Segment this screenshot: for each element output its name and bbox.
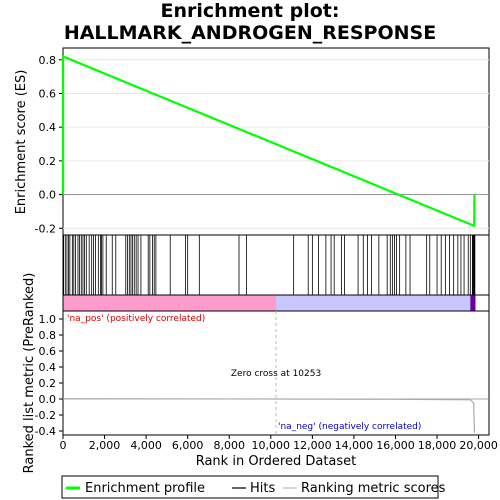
ranking-metric-line: [62, 398, 476, 433]
x-tick-label: 18,000: [418, 439, 457, 452]
x-tick-label: 20,000: [459, 439, 498, 452]
es-y-tick-label: 0.6: [39, 87, 57, 100]
metric-y-tick-label: -0.4: [35, 425, 56, 438]
metric-plot: [62, 398, 489, 433]
metric-y-tick-label: -0.2: [35, 409, 56, 422]
x-tick-label: 12,000: [293, 439, 332, 452]
metric-y-ticks: -0.4 -0.2 0.0 0.2 0.4 0.6 0.8 1.0: [35, 313, 63, 438]
positive-band: [63, 295, 277, 311]
metric-y-tick-label: 1.0: [39, 313, 57, 326]
enrichment-profile: [61, 54, 476, 228]
x-axis-label: Rank in Ordered Dataset: [196, 454, 357, 469]
title-line-1: Enrichment plot:: [160, 0, 340, 22]
zero-cross-label: Zero cross at 10253: [231, 369, 321, 379]
x-tick-label: 16,000: [376, 439, 415, 452]
hits-lines: [63, 235, 476, 295]
legend-profile-label: Enrichment profile: [85, 481, 205, 496]
negative-band: [276, 295, 471, 311]
enrichment-profile-line: [61, 54, 476, 228]
x-tick-label: 0: [60, 439, 67, 452]
metric-y-tick-label: 0.4: [39, 361, 57, 374]
title-line-2: HALLMARK_ANDROGEN_RESPONSE: [63, 22, 437, 44]
metric-y-tick-label: 0.0: [39, 393, 57, 406]
es-panel: [62, 47, 490, 236]
es-y-tick-label: 0.4: [39, 121, 57, 134]
chart-title: Enrichment plot: HALLMARK_ANDROGEN_RESPO…: [0, 0, 500, 44]
es-y-tick-label: 0.2: [39, 155, 57, 168]
x-tick-label: 4,000: [130, 439, 162, 452]
metric-y-axis-label: Ranked list metric (PreRanked): [22, 273, 37, 474]
band-end-marker: [470, 295, 476, 311]
x-tick-label: 10,000: [252, 439, 291, 452]
rank-band-segments: [63, 295, 476, 311]
positive-label: 'na_pos' (positively correlated): [67, 314, 205, 324]
es-y-tick-label: 0.0: [39, 189, 57, 202]
x-tick-label: 14,000: [335, 439, 374, 452]
metric-y-tick-label: 0.8: [39, 329, 57, 342]
x-tick-label: 2,000: [89, 439, 121, 452]
es-grid: [63, 59, 489, 229]
es-y-ticks: -0.2 0.0 0.2 0.4 0.6 0.8: [35, 54, 63, 235]
es-y-tick-label: 0.8: [39, 54, 57, 67]
negative-label: 'na_neg' (negatively correlated): [278, 422, 421, 432]
x-ticks: 0 2,000 4,000 6,000 8,000 10,000 12,000 14,000 1…: [60, 435, 498, 452]
legend-hits-label: Hits: [250, 481, 275, 496]
x-tick-label: 6,000: [172, 439, 204, 452]
metric-annotations: Zero cross at 10253 'na_pos' (positively …: [67, 311, 421, 435]
es-y-tick-label: -0.2: [35, 222, 56, 235]
legend-box: [61, 475, 439, 499]
metric-y-tick-label: 0.2: [39, 377, 57, 390]
es-y-axis-label: Enrichment score (ES): [14, 70, 29, 215]
x-tick-label: 8,000: [213, 439, 245, 452]
metric-y-tick-label: 0.6: [39, 345, 57, 358]
hits-panel: [62, 234, 490, 296]
legend-metric-label: Ranking metric scores: [301, 481, 446, 496]
